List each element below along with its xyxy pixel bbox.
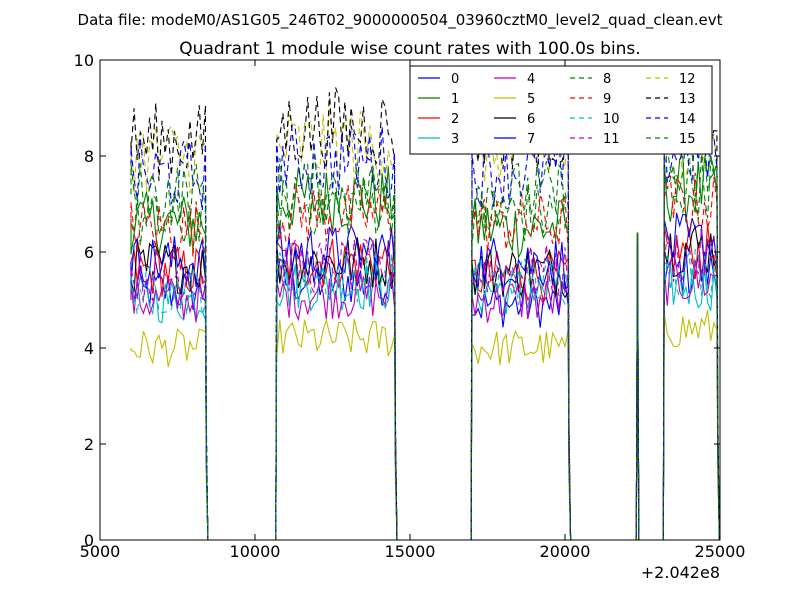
legend-label-7: 7 xyxy=(527,132,535,147)
legend-label-12: 12 xyxy=(679,72,696,87)
series-line-13 xyxy=(130,70,720,540)
legend-label-13: 13 xyxy=(679,92,696,107)
legend-frame xyxy=(409,65,713,155)
x-tick-label: 20000 xyxy=(540,542,591,561)
legend-label-1: 1 xyxy=(451,92,459,107)
x-tick-label: 5000 xyxy=(80,542,121,561)
legend-label-11: 11 xyxy=(603,132,620,147)
series-line-5 xyxy=(130,232,720,540)
y-tick-label: 10 xyxy=(74,51,94,70)
series-line-14 xyxy=(130,114,720,540)
legend-label-2: 2 xyxy=(451,112,459,127)
series-line-8 xyxy=(130,154,720,540)
x-offset-label: +2.042e8 xyxy=(641,563,720,582)
legend-label-0: 0 xyxy=(451,72,459,87)
x-tick-label: 10000 xyxy=(230,542,281,561)
y-tick-label: 2 xyxy=(84,435,94,454)
series-line-0 xyxy=(130,232,720,540)
series-line-15 xyxy=(130,142,720,540)
series-layer xyxy=(130,70,720,540)
series-line-4 xyxy=(130,232,720,540)
legend-label-8: 8 xyxy=(603,72,611,87)
legend-label-9: 9 xyxy=(603,92,611,107)
series-line-9 xyxy=(130,172,720,540)
series-line-3 xyxy=(130,232,720,540)
legend-label-14: 14 xyxy=(679,112,696,127)
y-tick-label: 8 xyxy=(84,147,94,166)
legend-label-5: 5 xyxy=(527,92,535,107)
y-tick-label: 4 xyxy=(84,339,94,358)
legend-label-10: 10 xyxy=(603,112,620,127)
series-line-1 xyxy=(130,155,720,540)
series-line-12 xyxy=(130,104,720,540)
series-line-6 xyxy=(130,224,720,540)
series-line-11 xyxy=(130,228,720,540)
y-tick-label: 0 xyxy=(84,531,94,550)
legend-label-6: 6 xyxy=(527,112,535,127)
chart-title: Quadrant 1 module wise count rates with … xyxy=(179,39,640,59)
series-line-10 xyxy=(130,232,720,540)
legend-label-4: 4 xyxy=(527,72,535,87)
series-line-7 xyxy=(130,212,720,540)
x-tick-label: 25000 xyxy=(695,542,746,561)
series-line-2 xyxy=(130,223,720,540)
y-tick-label: 6 xyxy=(84,243,94,262)
datafile-label: Data file: modeM0/AS1G05_246T02_90000005… xyxy=(78,11,723,30)
x-tick-label: 15000 xyxy=(385,542,436,561)
legend-label-15: 15 xyxy=(679,132,696,147)
legend-label-3: 3 xyxy=(451,132,459,147)
